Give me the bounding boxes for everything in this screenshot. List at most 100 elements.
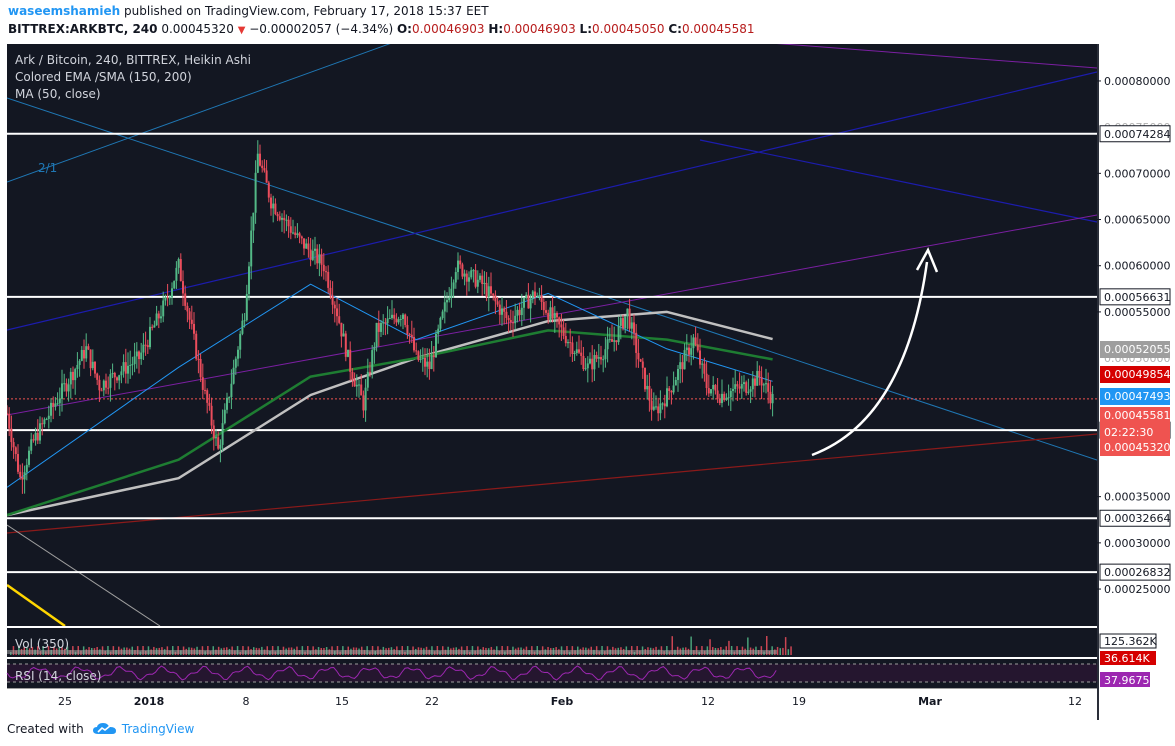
candle-body xyxy=(542,301,545,311)
candle-body xyxy=(727,397,730,399)
candle-body xyxy=(677,368,679,380)
candle-body xyxy=(250,230,253,267)
candle-body xyxy=(538,295,541,297)
candle-body xyxy=(650,400,653,410)
candle-body xyxy=(765,383,767,385)
candle-body xyxy=(204,389,206,391)
candle-body xyxy=(182,281,184,294)
candle-body xyxy=(193,323,195,334)
level-badge: 0.00056631 xyxy=(1104,291,1170,304)
candle-body xyxy=(443,302,446,312)
candle-body xyxy=(131,364,134,366)
candle-body xyxy=(648,385,651,401)
volume-bar xyxy=(776,646,779,655)
candle-body xyxy=(87,346,90,350)
candle-body xyxy=(263,168,266,171)
candle-body xyxy=(674,379,677,386)
candle-body xyxy=(32,439,35,441)
candle-body xyxy=(8,413,11,429)
candle-body xyxy=(300,236,303,239)
candle-body xyxy=(413,337,415,351)
candle-body xyxy=(402,314,404,319)
candle-body xyxy=(120,371,123,376)
candle-body xyxy=(751,378,754,390)
candle-body xyxy=(547,312,550,320)
candle-body xyxy=(635,332,638,353)
candle-body xyxy=(655,406,657,408)
candle-body xyxy=(468,277,470,282)
candle-body xyxy=(19,471,22,478)
candle-body xyxy=(670,391,673,393)
candle-body xyxy=(718,398,721,404)
candle-body xyxy=(769,391,772,404)
candle-body xyxy=(12,442,15,448)
candle-body xyxy=(509,320,512,323)
candle-body xyxy=(661,403,664,405)
volume-badge: 36.614K xyxy=(1104,652,1150,665)
candle-body xyxy=(307,243,310,250)
candle-body xyxy=(265,170,268,183)
author-link[interactable]: waseemshamieh xyxy=(8,4,121,18)
candle-body xyxy=(553,313,556,319)
candle-body xyxy=(690,348,693,355)
candle-body xyxy=(292,232,294,234)
candle-body xyxy=(714,384,717,391)
candle-body xyxy=(448,297,451,301)
candle-body xyxy=(628,308,631,329)
price-axis: 0.00080000 0.00070000 0.00065000 0.00060000… xyxy=(1097,75,1171,596)
candle-body xyxy=(435,333,437,358)
candle-body xyxy=(245,293,248,321)
candle-body xyxy=(248,266,250,294)
candle-body xyxy=(228,396,231,398)
price-tick-label: 0.00065000 xyxy=(1104,214,1170,227)
candle-body xyxy=(34,432,37,441)
candle-body xyxy=(168,297,171,299)
volume-ma-band xyxy=(7,650,777,654)
rsi-badge-box xyxy=(1100,672,1150,687)
candle-body xyxy=(681,362,684,370)
volume-bar xyxy=(728,640,730,655)
candle-body xyxy=(221,423,224,445)
candle-body xyxy=(540,295,543,302)
candle-body xyxy=(712,384,715,390)
candle-body xyxy=(501,308,503,315)
level-badge: 0.00032664 xyxy=(1104,512,1170,525)
candle-body xyxy=(256,153,259,173)
price-badge-box xyxy=(1100,439,1170,456)
candle-body xyxy=(133,356,136,365)
rsi-band xyxy=(7,664,1097,682)
candle-body xyxy=(496,301,499,305)
candle-body xyxy=(615,340,618,343)
candle-body xyxy=(558,317,561,325)
candle-body xyxy=(415,350,418,352)
candle-body xyxy=(85,346,88,359)
candle-body xyxy=(589,358,591,364)
volume-badge-box xyxy=(1099,633,1157,649)
candle-body xyxy=(505,311,508,318)
candle-body xyxy=(296,233,299,235)
candle-body xyxy=(430,355,433,370)
candle-body xyxy=(399,318,402,320)
candle-body xyxy=(100,390,103,392)
candle-body xyxy=(404,314,407,325)
candle-body xyxy=(316,248,319,264)
candle-body xyxy=(461,264,464,277)
volume-bar xyxy=(790,646,792,655)
candle-body xyxy=(578,349,580,353)
down-arrow-icon: ▼ xyxy=(237,25,246,36)
price-badge: 0.00049854 xyxy=(1104,368,1170,381)
open-label: O: xyxy=(396,22,412,36)
candle-body xyxy=(153,325,156,328)
candle-body xyxy=(591,358,594,370)
candle-body xyxy=(184,293,187,306)
candle-body xyxy=(14,447,17,455)
candle-body xyxy=(586,363,589,369)
candle-body xyxy=(45,418,48,420)
time-tick-label: 2018 xyxy=(134,695,165,708)
tradingview-logo[interactable]: TradingView xyxy=(92,722,194,736)
candle-body xyxy=(633,322,635,333)
candle-body xyxy=(397,319,400,323)
candle-body xyxy=(584,368,587,370)
candle-body xyxy=(320,254,323,265)
